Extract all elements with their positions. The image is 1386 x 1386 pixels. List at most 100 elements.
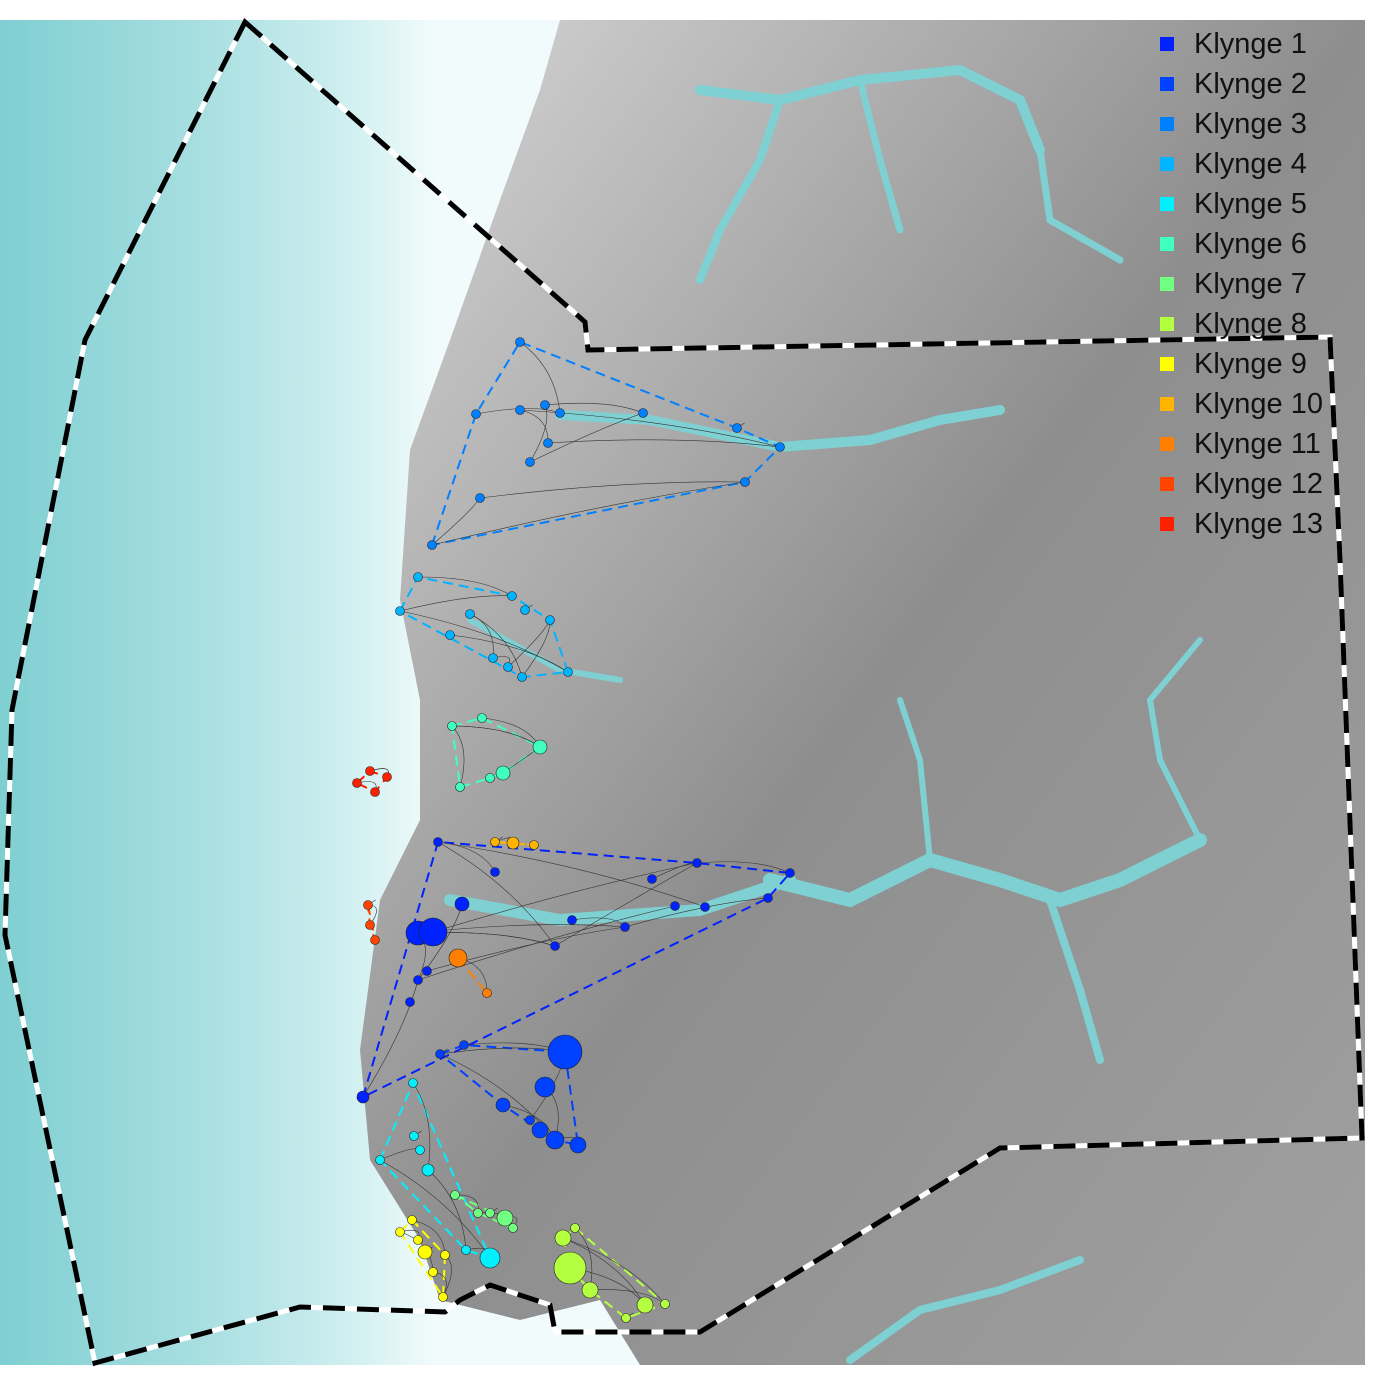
legend-swatch bbox=[1160, 237, 1174, 251]
site-marker bbox=[485, 1208, 495, 1218]
site-marker bbox=[490, 837, 500, 847]
site-marker bbox=[547, 1034, 583, 1070]
legend-label: Klynge 10 bbox=[1194, 387, 1323, 420]
legend-item: Klynge 3 bbox=[1160, 104, 1323, 144]
site-marker bbox=[570, 1223, 580, 1233]
site-marker bbox=[550, 941, 560, 951]
connectivity-link bbox=[475, 408, 561, 415]
connectivity-link bbox=[451, 725, 465, 788]
site-marker bbox=[473, 1208, 483, 1218]
legend-swatch bbox=[1160, 77, 1174, 91]
site-marker bbox=[529, 840, 539, 850]
connectivity-link bbox=[529, 412, 644, 463]
site-marker bbox=[520, 605, 530, 615]
legend-item: Klynge 1 bbox=[1160, 24, 1323, 64]
legend-label: Klynge 8 bbox=[1194, 307, 1307, 340]
connectivity-link bbox=[431, 481, 746, 546]
site-marker bbox=[495, 1097, 511, 1113]
connectivity-link bbox=[449, 634, 569, 673]
site-marker bbox=[459, 1040, 469, 1050]
site-marker bbox=[647, 874, 657, 884]
site-marker bbox=[428, 1267, 438, 1277]
connectivity-link bbox=[417, 576, 513, 597]
legend-item: Klynge 10 bbox=[1160, 384, 1323, 424]
site-marker bbox=[356, 1090, 370, 1104]
site-marker bbox=[413, 975, 423, 985]
site-marker bbox=[496, 1209, 514, 1227]
site-marker bbox=[740, 477, 750, 487]
site-marker bbox=[620, 922, 630, 932]
connectivity-link bbox=[562, 1237, 666, 1305]
site-marker bbox=[581, 1281, 599, 1299]
legend-label: Klynge 13 bbox=[1194, 507, 1323, 540]
site-marker bbox=[508, 1223, 518, 1233]
site-marker bbox=[700, 902, 710, 912]
site-marker bbox=[554, 1229, 572, 1247]
connectivity-link bbox=[437, 841, 706, 908]
connectivity-link bbox=[479, 481, 746, 499]
site-marker bbox=[407, 1215, 417, 1225]
legend-label: Klynge 1 bbox=[1194, 27, 1307, 60]
site-marker bbox=[495, 765, 511, 781]
site-marker bbox=[417, 1244, 433, 1260]
site-marker bbox=[543, 438, 553, 448]
connectivity-link bbox=[412, 1082, 431, 1171]
legend-label: Klynge 2 bbox=[1194, 67, 1307, 100]
site-marker bbox=[421, 1163, 435, 1177]
site-marker bbox=[732, 423, 742, 433]
legend-swatch bbox=[1160, 477, 1174, 491]
legend-swatch bbox=[1160, 437, 1174, 451]
site-marker bbox=[532, 739, 548, 755]
site-marker bbox=[517, 672, 527, 682]
site-marker bbox=[422, 966, 432, 976]
connectivity-link bbox=[544, 402, 644, 414]
site-marker bbox=[670, 901, 680, 911]
site-marker bbox=[531, 1121, 549, 1139]
legend-item: Klynge 4 bbox=[1160, 144, 1323, 184]
legend-swatch bbox=[1160, 277, 1174, 291]
site-marker bbox=[413, 572, 423, 582]
site-marker bbox=[438, 1292, 448, 1302]
site-marker bbox=[455, 782, 465, 792]
site-marker bbox=[370, 787, 380, 797]
site-marker bbox=[427, 540, 437, 550]
site-marker bbox=[408, 1078, 418, 1088]
legend-label: Klynge 7 bbox=[1194, 267, 1307, 300]
site-marker bbox=[454, 896, 470, 912]
connectivity-link bbox=[469, 613, 523, 678]
site-marker bbox=[785, 868, 795, 878]
legend-label: Klynge 5 bbox=[1194, 187, 1307, 220]
site-marker bbox=[352, 778, 362, 788]
connectivity-link bbox=[554, 862, 698, 947]
legend-item: Klynge 9 bbox=[1160, 344, 1323, 384]
site-marker bbox=[540, 400, 550, 410]
site-marker bbox=[365, 766, 375, 776]
site-marker bbox=[450, 1190, 460, 1200]
legend-label: Klynge 12 bbox=[1194, 467, 1323, 500]
site-marker bbox=[621, 1313, 631, 1323]
site-marker bbox=[475, 493, 485, 503]
site-marker bbox=[433, 837, 443, 847]
legend-swatch bbox=[1160, 117, 1174, 131]
site-marker bbox=[775, 442, 785, 452]
site-marker bbox=[545, 1130, 565, 1150]
legend-item: Klynge 6 bbox=[1160, 224, 1323, 264]
site-marker bbox=[461, 1245, 471, 1255]
site-marker bbox=[567, 915, 577, 925]
cluster-hull bbox=[438, 1043, 580, 1147]
legend-item: Klynge 11 bbox=[1160, 424, 1323, 464]
site-marker bbox=[382, 772, 392, 782]
site-marker bbox=[555, 408, 565, 418]
site-marker bbox=[636, 1296, 654, 1314]
site-marker bbox=[471, 409, 481, 419]
legend-item: Klynge 12 bbox=[1160, 464, 1323, 504]
legend-label: Klynge 4 bbox=[1194, 147, 1307, 180]
site-marker bbox=[545, 615, 555, 625]
legend-label: Klynge 3 bbox=[1194, 107, 1307, 140]
legend-label: Klynge 9 bbox=[1194, 347, 1307, 380]
site-marker bbox=[488, 653, 498, 663]
legend-swatch bbox=[1160, 157, 1174, 171]
site-marker bbox=[479, 1247, 501, 1269]
legend-swatch bbox=[1160, 357, 1174, 371]
connectivity-link bbox=[427, 1169, 467, 1251]
